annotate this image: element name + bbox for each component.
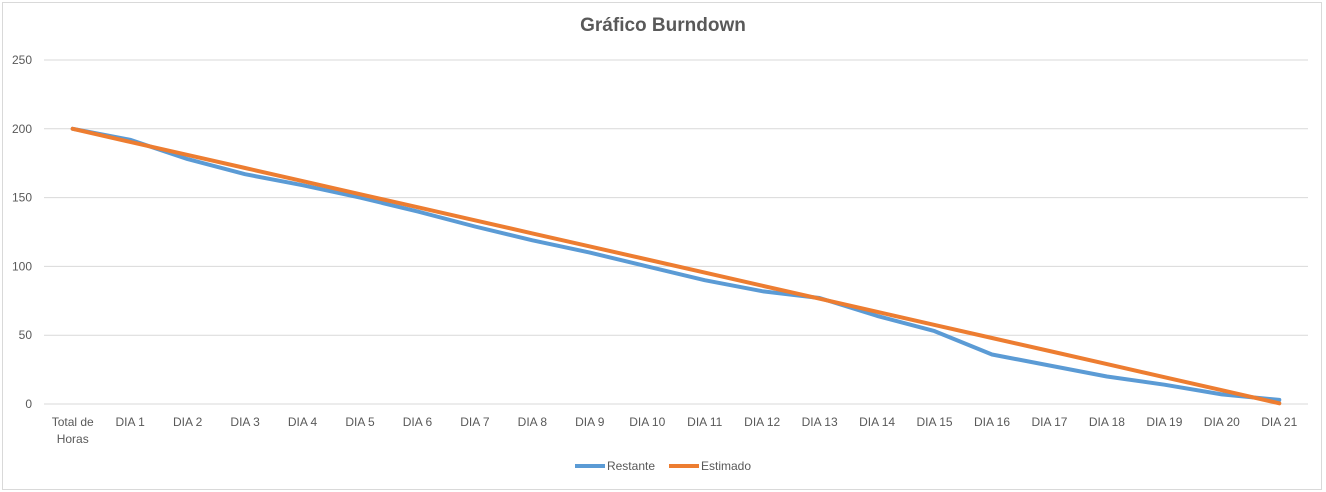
- x-tick-label: DIA 4: [288, 415, 318, 429]
- y-tick-label: 50: [19, 328, 33, 342]
- legend: Restante Estimado: [0, 459, 1326, 473]
- x-tick-label: DIA 6: [403, 415, 433, 429]
- x-tick-label: DIA 14: [859, 415, 895, 429]
- x-tick-label: DIA 21: [1261, 415, 1297, 429]
- chart-title: Gráfico Burndown: [580, 15, 746, 36]
- x-tick-label: DIA 8: [518, 415, 548, 429]
- x-tick-label: DIA 2: [173, 415, 203, 429]
- x-tick-label: DIA 19: [1146, 415, 1182, 429]
- x-tick-label: DIA 20: [1204, 415, 1240, 429]
- x-tick-label: Total de Horas: [52, 415, 94, 446]
- legend-label: Estimado: [701, 459, 752, 473]
- y-tick-label: 150: [12, 191, 32, 205]
- x-tick-label: DIA 3: [230, 415, 260, 429]
- x-tick-label: DIA 17: [1031, 415, 1067, 429]
- legend-swatch: [669, 464, 699, 468]
- legend-swatch: [574, 464, 605, 468]
- x-tick-label: DIA 11: [687, 415, 722, 429]
- series-line-estimado: [70, 126, 1282, 406]
- x-tick-label: DIA 5: [345, 415, 375, 429]
- y-tick-label: 200: [12, 122, 32, 136]
- x-tick-label: DIA 7: [460, 415, 490, 429]
- x-tick-label: DIA 1: [116, 415, 146, 429]
- legend-item-restante: Restante: [574, 459, 655, 473]
- y-tick-label: 0: [25, 397, 32, 411]
- x-tick-label: DIA 16: [974, 415, 1010, 429]
- x-tick-label: DIA 9: [575, 415, 605, 429]
- x-tick-label: DIA 15: [917, 415, 953, 429]
- y-tick-label: 250: [12, 53, 32, 67]
- x-tick-label: DIA 13: [802, 415, 838, 429]
- y-tick-label: 100: [12, 259, 32, 273]
- x-tick-label: DIA 18: [1089, 415, 1125, 429]
- x-tick-label: DIA 10: [629, 415, 665, 429]
- series-line-restante: [70, 126, 1282, 402]
- legend-label: Restante: [606, 459, 655, 473]
- x-tick-label: DIA 12: [744, 415, 780, 429]
- legend-item-estimado: Estimado: [669, 459, 751, 473]
